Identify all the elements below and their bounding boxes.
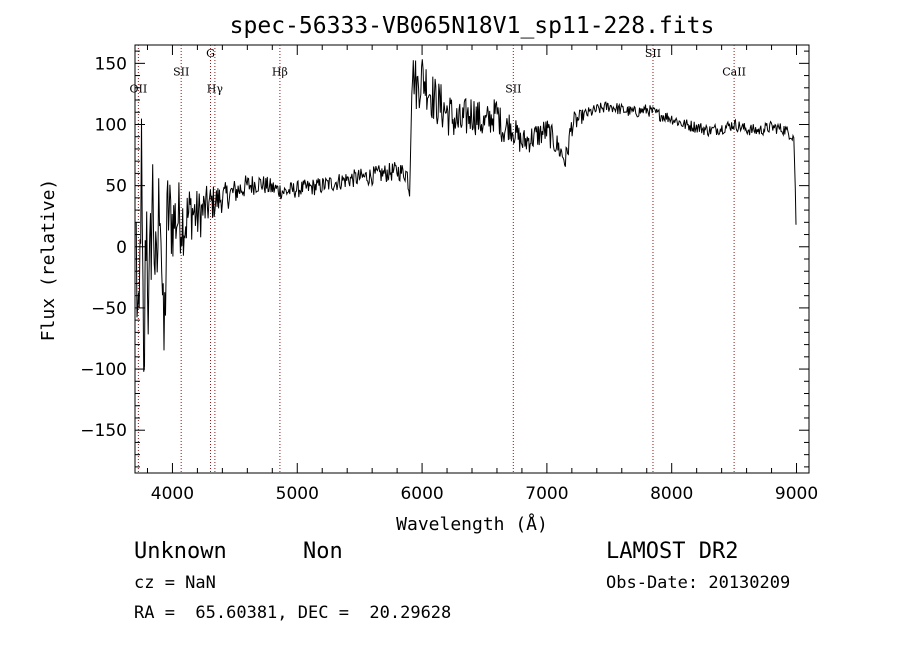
spectral-line-label: G: [206, 47, 215, 60]
x-tick-label: 9000: [775, 484, 818, 504]
spectral-line-label: SII: [505, 83, 521, 96]
spectral-line-label: SII: [645, 47, 661, 60]
coordinates-readout: RA = 65.60381, DEC = 20.29628: [134, 603, 452, 623]
axis-ticks: 4000 5000 6000 7000 8000 9000 −150 −100 −50 0 50 10…: [80, 45, 818, 504]
y-axis-label: Flux (relative): [38, 179, 59, 342]
spectral-line-markers: OII SII G Hγ Hβ SII SII CaII: [130, 45, 746, 473]
survey-name: LAMOST DR2: [606, 539, 739, 564]
y-tick-label: −150: [80, 421, 127, 441]
y-tick-label: 50: [105, 177, 127, 197]
y-tick-label: 100: [95, 115, 127, 135]
observation-date: Obs-Date: 20130209: [606, 573, 791, 593]
y-tick-label: 0: [116, 238, 127, 258]
x-tick-label: 5000: [276, 484, 319, 504]
x-tick-label: 7000: [525, 484, 568, 504]
spectral-line-label: CaII: [722, 66, 746, 79]
plot-frame: [134, 44, 810, 474]
x-tick-label: 4000: [151, 484, 194, 504]
x-tick-label: 6000: [400, 484, 443, 504]
spectral-line-label: Hγ: [207, 83, 224, 96]
object-class: Unknown: [134, 539, 227, 564]
spectrum-line: [135, 59, 797, 372]
x-axis-label: Wavelength (Å): [396, 513, 548, 535]
spectral-line-label: SII: [173, 66, 189, 79]
object-subclass: Non: [303, 539, 343, 564]
redshift-readout: cz = NaN: [134, 573, 216, 593]
spectral-line-label: Hβ: [272, 66, 288, 79]
y-tick-label: −100: [80, 360, 127, 380]
x-tick-label: 8000: [650, 484, 693, 504]
y-tick-label: −50: [91, 299, 127, 319]
spectral-line-label: OII: [130, 83, 148, 96]
chart-title: spec-56333-VB065N18V1_sp11-228.fits: [230, 13, 715, 39]
y-tick-label: 150: [95, 54, 127, 74]
